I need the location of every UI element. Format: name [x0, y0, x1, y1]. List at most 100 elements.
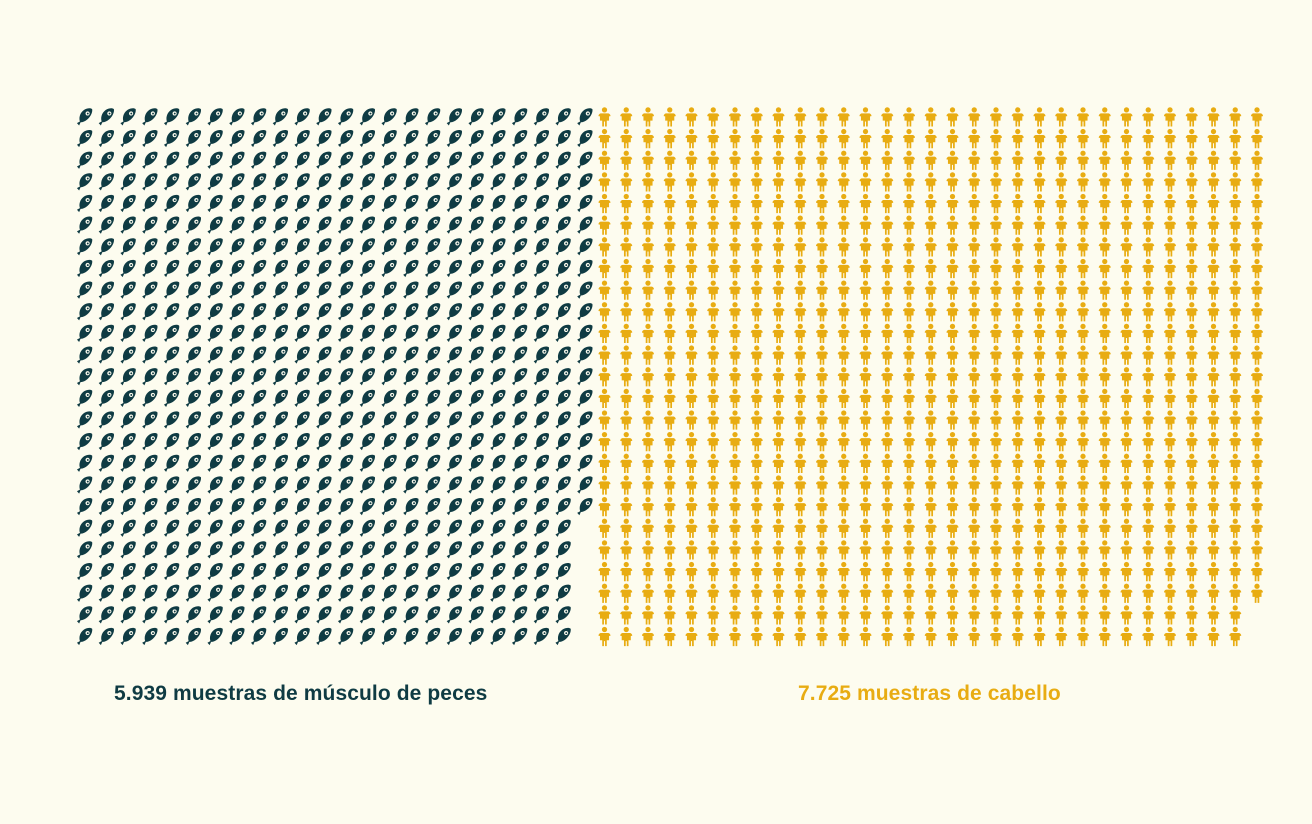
fish-icon	[120, 259, 136, 278]
person-icon	[1164, 258, 1176, 279]
person-icon	[1011, 302, 1024, 322]
person-icon	[1229, 388, 1242, 408]
fish-icon	[272, 498, 289, 516]
person-icon	[1229, 540, 1242, 560]
person-icon	[1098, 150, 1111, 170]
person-icon	[772, 475, 785, 495]
fish-icon	[185, 389, 202, 407]
fish-icon	[163, 389, 180, 407]
fish-icon	[468, 238, 484, 256]
fish-icon	[207, 498, 223, 516]
person-icon	[1055, 605, 1068, 625]
person-icon	[990, 345, 1002, 365]
person-icon	[642, 302, 654, 322]
fish-icon	[207, 476, 223, 494]
person-icon	[1098, 453, 1111, 473]
person-icon	[598, 280, 611, 300]
fish-icon	[359, 562, 376, 581]
fish-icon	[577, 129, 593, 148]
fish-icon	[446, 454, 463, 472]
person-icon	[620, 107, 633, 127]
person-icon	[794, 605, 807, 625]
person-icon	[1011, 367, 1024, 387]
person-icon	[990, 605, 1002, 625]
person-icon	[1207, 345, 1220, 365]
person-icon	[903, 432, 915, 452]
fish-icon	[272, 194, 289, 213]
fish-icon	[381, 281, 397, 299]
person-icon	[1120, 215, 1133, 235]
person-icon	[1077, 626, 1089, 647]
fish-icon	[76, 433, 93, 451]
person-icon	[881, 172, 894, 192]
fish-icon	[511, 562, 528, 581]
person-icon	[1055, 475, 1068, 495]
person-icon	[1142, 453, 1155, 473]
person-icon	[1098, 367, 1111, 387]
person-icon	[1077, 561, 1089, 582]
fish-icon	[316, 324, 332, 343]
person-icon	[620, 388, 633, 408]
fish-icon	[359, 498, 376, 516]
fish-icon	[403, 411, 419, 429]
person-icon	[1055, 367, 1068, 387]
fish-icon	[511, 173, 528, 191]
person-icon	[1120, 258, 1133, 279]
person-icon	[924, 302, 937, 322]
person-icon	[642, 237, 654, 257]
fish-icon	[468, 194, 484, 213]
fish-icon	[359, 151, 376, 169]
fish-icon	[533, 627, 550, 646]
person-icon	[1207, 432, 1220, 452]
fish-icon	[98, 498, 115, 516]
fish-icon	[250, 108, 267, 126]
person-icon	[1207, 410, 1220, 430]
fish-icon	[403, 454, 419, 472]
fish-icon	[381, 498, 397, 516]
person-icon	[1033, 302, 1046, 322]
person-icon	[642, 518, 654, 538]
fish-icon	[185, 281, 202, 299]
fish-icon	[316, 541, 332, 559]
person-icon	[1251, 193, 1263, 214]
person-icon	[859, 345, 872, 365]
fish-icon	[272, 584, 289, 602]
person-icon	[816, 280, 828, 300]
person-icon	[1251, 345, 1263, 365]
fish-icon	[424, 606, 441, 624]
fish-icon	[555, 303, 571, 321]
person-icon	[990, 323, 1002, 344]
fish-icon	[359, 194, 376, 213]
person-icon	[1011, 496, 1024, 517]
person-icon	[1185, 583, 1198, 603]
person-icon	[663, 540, 676, 560]
person-icon	[859, 410, 872, 430]
person-icon	[1229, 518, 1242, 538]
fish-icon	[207, 389, 223, 407]
person-icon	[881, 605, 894, 625]
person-icon	[1207, 172, 1220, 192]
fish-icon	[424, 281, 441, 299]
person-icon	[663, 258, 676, 279]
fish-icon	[185, 476, 202, 494]
person-icon	[750, 367, 763, 387]
person-icon	[990, 128, 1002, 149]
fish-icon	[468, 216, 484, 234]
fish-icon	[272, 476, 289, 494]
fish-icon	[359, 238, 376, 256]
fish-icon	[468, 259, 484, 278]
person-icon	[772, 172, 785, 192]
person-icon	[881, 388, 894, 408]
person-icon	[1229, 128, 1242, 149]
fish-icon	[337, 129, 354, 148]
person-icon	[1011, 540, 1024, 560]
person-icon	[729, 150, 741, 170]
person-icon	[1142, 128, 1155, 149]
person-icon	[1229, 410, 1242, 430]
fish-icon	[76, 476, 93, 494]
person-icon	[837, 518, 850, 538]
person-icon	[1142, 367, 1155, 387]
fish-icon	[490, 584, 506, 602]
person-icon	[968, 388, 981, 408]
fish-icon	[533, 324, 550, 343]
